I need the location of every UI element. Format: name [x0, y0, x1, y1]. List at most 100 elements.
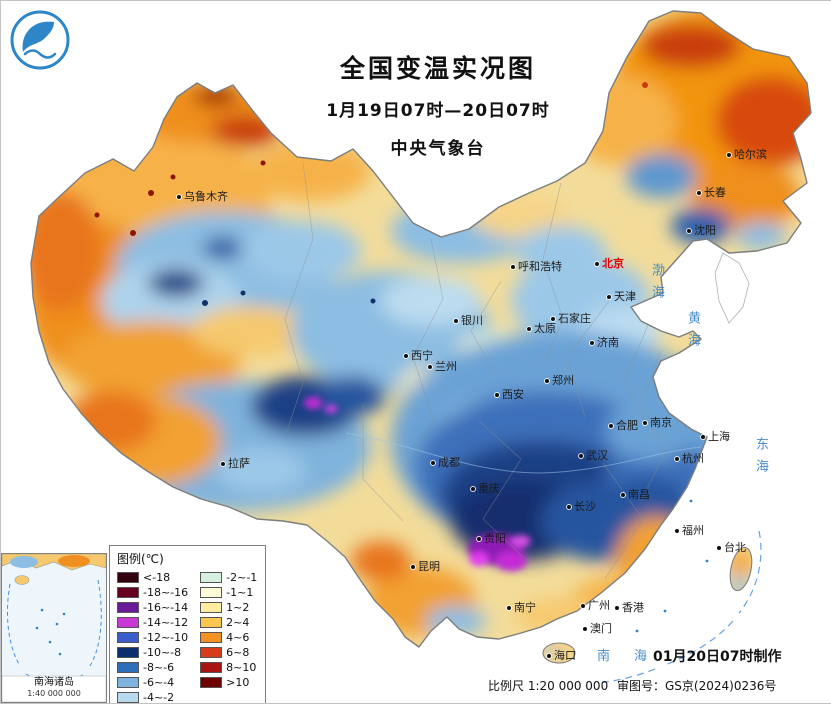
city-label-hefei: 合肥: [609, 420, 638, 431]
legend-label: -16~-14: [143, 601, 189, 614]
city-label-changchun: 长春: [697, 187, 726, 198]
legend-label: -18~-16: [143, 586, 189, 599]
city-label-zhengzhou: 郑州: [545, 375, 574, 386]
city-label-chengdu: 成都: [431, 457, 460, 468]
page-subtitle: 1月19日07时—20日07时: [326, 101, 550, 121]
city-label-yinchuan: 银川: [454, 315, 483, 326]
city-label-guiyang: 贵阳: [477, 533, 506, 544]
legend-label: <-18: [143, 571, 171, 584]
nine-dash-line: [598, 530, 762, 684]
inset-labels: 南海诸岛 1:40 000 000: [2, 677, 106, 700]
legend-swatch: [117, 602, 139, 613]
legend-item: -1~1: [200, 585, 257, 600]
legend-title: 图例(℃): [117, 552, 164, 566]
city-label-hangzhou: 杭州: [675, 453, 704, 464]
city-label-hohhot: 呼和浩特: [511, 261, 562, 272]
city-label-shanghai: 上海: [701, 431, 730, 442]
legend-item: -18~-16: [117, 585, 188, 600]
city-label-macau: 澳门: [583, 623, 612, 634]
legend-swatch: [200, 632, 223, 643]
city-label-kunming: 昆明: [411, 561, 440, 572]
legend-item: <-18: [117, 570, 188, 585]
legend-item: >10: [200, 675, 257, 690]
sea-label-yellow-sea: 黄海: [685, 311, 700, 355]
legend-box: 图例(℃) <-18 -18~-16 -16~-14 -14~-12 -12~-…: [109, 545, 267, 704]
legend-label: 4~6: [226, 631, 250, 644]
city-label-beijing: 北京: [595, 258, 624, 269]
legend-swatch: [200, 572, 223, 583]
city-label-xining: 西宁: [404, 350, 433, 361]
yangtze-river-line: [345, 432, 702, 474]
legend-swatch: [200, 587, 223, 598]
legend-swatch: [200, 662, 223, 673]
sea-label-south-sea: 南海: [597, 649, 672, 664]
china-border-outline: [30, 10, 812, 648]
legend-item: 2~4: [200, 615, 257, 630]
legend-column-negative: <-18 -18~-16 -16~-14 -14~-12 -12~-10 -10…: [117, 570, 189, 704]
city-label-urumqi: 乌鲁木齐: [177, 191, 228, 202]
legend-swatch: [117, 572, 139, 583]
city-label-wuhan: 武汉: [579, 450, 608, 461]
map-scale-text: 比例尺 1:20 000 000: [488, 679, 609, 693]
inset-map-south-china-sea: 南海诸岛 1:40 000 000: [1, 553, 107, 703]
legend-label: -12~-10: [143, 631, 189, 644]
city-label-taiyuan: 太原: [527, 323, 556, 334]
legend-label: -1~1: [226, 586, 254, 599]
city-label-changsha: 长沙: [567, 501, 596, 512]
legend-label: -10~-8: [143, 646, 182, 659]
legend-label: -4~-2: [143, 691, 175, 704]
sea-label-east-sea: 东海: [753, 437, 768, 481]
city-label-fuzhou: 福州: [675, 525, 704, 536]
city-label-nanjing: 南京: [643, 417, 672, 428]
legend-item: -8~-6: [117, 660, 188, 675]
city-label-nanning: 南宁: [507, 602, 536, 613]
city-label-hongkong: 香港: [615, 602, 644, 613]
page-title: 全国变温实况图: [339, 54, 536, 83]
legend-item: -6~-4: [117, 675, 188, 690]
city-label-lhasa: 拉萨: [221, 458, 250, 469]
legend-swatch: [117, 677, 139, 688]
legend-item: -14~-12: [117, 615, 188, 630]
cma-logo-icon: [9, 9, 71, 75]
inset-map-canvas: [1, 553, 107, 703]
approval-no-text: 审图号：GS京(2024)0236号: [617, 679, 777, 693]
legend-label: 1~2: [226, 601, 250, 614]
legend-item: 4~6: [200, 630, 257, 645]
legend-label: -8~-6: [143, 661, 175, 674]
legend-item: -16~-14: [117, 600, 188, 615]
title-block: 全国变温实况图 1月19日07时—20日07时 中央气象台: [288, 49, 588, 159]
city-label-nanchang: 南昌: [621, 489, 650, 500]
city-label-shenyang: 沈阳: [687, 225, 716, 236]
legend-label: -6~-4: [143, 676, 175, 689]
city-label-jinan: 济南: [590, 337, 619, 348]
city-label-harbin: 哈尔滨: [727, 149, 767, 160]
city-label-guangzhou: 广州: [581, 600, 610, 611]
legend-label: >10: [226, 676, 250, 689]
inset-scale: 1:40 000 000: [27, 689, 81, 698]
legend-swatch: [117, 587, 139, 598]
legend-label: 8~10: [226, 661, 257, 674]
legend-item: 8~10: [200, 660, 257, 675]
made-time-text: 01月20日07时制作: [653, 649, 782, 665]
inset-title: 南海诸岛: [34, 676, 74, 688]
legend-swatch: [200, 647, 223, 658]
sea-label-bohai: 渤海: [649, 263, 664, 307]
city-label-xian: 西安: [495, 389, 524, 400]
city-label-shijiazhuang: 石家庄: [551, 313, 591, 324]
legend-swatch: [200, 602, 223, 613]
province-borders: [284, 162, 666, 580]
legend-swatch: [117, 617, 139, 628]
page-source: 中央气象台: [390, 139, 486, 159]
sea-island-dots: [635, 499, 709, 633]
legend-label: -14~-12: [143, 616, 189, 629]
legend-swatch: [117, 647, 139, 658]
korea-outline: [714, 252, 750, 324]
legend-item: -10~-8: [117, 645, 188, 660]
legend-column-positive: -2~-1 -1~1 1~2 2~4 4~6 6~8 8~10 >10: [200, 570, 257, 703]
city-label-lanzhou: 兰州: [428, 361, 457, 372]
legend-swatch: [200, 617, 223, 628]
legend-swatch: [200, 677, 223, 688]
legend-swatch: [117, 692, 139, 703]
